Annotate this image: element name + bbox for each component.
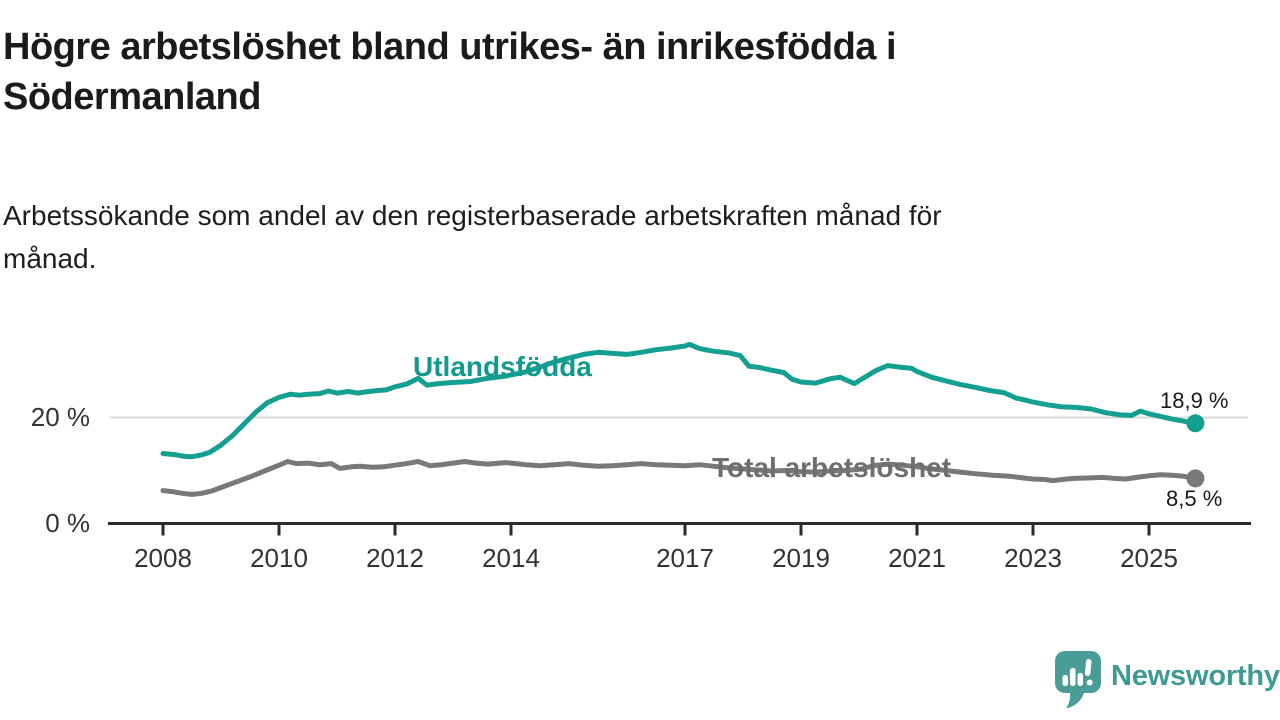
logo-bar-medium	[1077, 673, 1083, 686]
end-dot-series-1	[1186, 469, 1205, 488]
end-value-label-total: 8,5 %	[1166, 486, 1223, 511]
logo-bar-tall	[1070, 668, 1076, 686]
y-axis-label-0: 0 %	[45, 507, 90, 538]
chart-subtitle: Arbetssökande som andel av den registerb…	[3, 194, 1233, 280]
newsworthy-logo-icon	[1055, 651, 1101, 709]
x-axis-label-2010: 2010	[250, 543, 308, 573]
end-value-label-utlandsfodda: 18,9 %	[1160, 388, 1229, 413]
chart-title-line1: Högre arbetslöshet bland utrikes- än inr…	[3, 26, 897, 68]
chart-title: Högre arbetslöshet bland utrikes- än inr…	[3, 22, 1233, 122]
logo-exclamation-bar	[1084, 659, 1092, 676]
chart-subtitle-line1: Arbetssökande som andel av den registerb…	[3, 200, 942, 231]
series-label-utlandsfodda: Utlandsfödda	[413, 351, 592, 382]
line-series-1	[160, 459, 1198, 497]
x-axis-label-2025: 2025	[1120, 543, 1178, 573]
y-axis-label-20: 20 %	[30, 401, 90, 432]
x-axis-label-2017: 2017	[656, 543, 714, 573]
x-axis-label-2012: 2012	[366, 543, 424, 573]
x-axis-label-2008: 2008	[134, 543, 192, 573]
logo-exclamation-dot	[1086, 679, 1093, 686]
chart-title-line2: Södermanland	[3, 76, 261, 118]
x-axis-label-2021: 2021	[888, 543, 946, 573]
end-dot-series-0	[1186, 414, 1205, 433]
newsworthy-wordmark: Newsworthy	[1111, 659, 1280, 692]
line-series-0	[160, 341, 1198, 460]
newsworthy-branding: Newsworthy	[1053, 650, 1280, 710]
x-axis-label-2014: 2014	[482, 543, 540, 573]
logo-bar-small	[1062, 675, 1068, 686]
series-label-total-arbetsloshet: Total arbetslöshet	[712, 452, 952, 483]
x-axis-label-2019: 2019	[772, 543, 830, 573]
chart-subtitle-line2: månad.	[3, 243, 97, 274]
x-axis-label-2023: 2023	[1004, 543, 1062, 573]
